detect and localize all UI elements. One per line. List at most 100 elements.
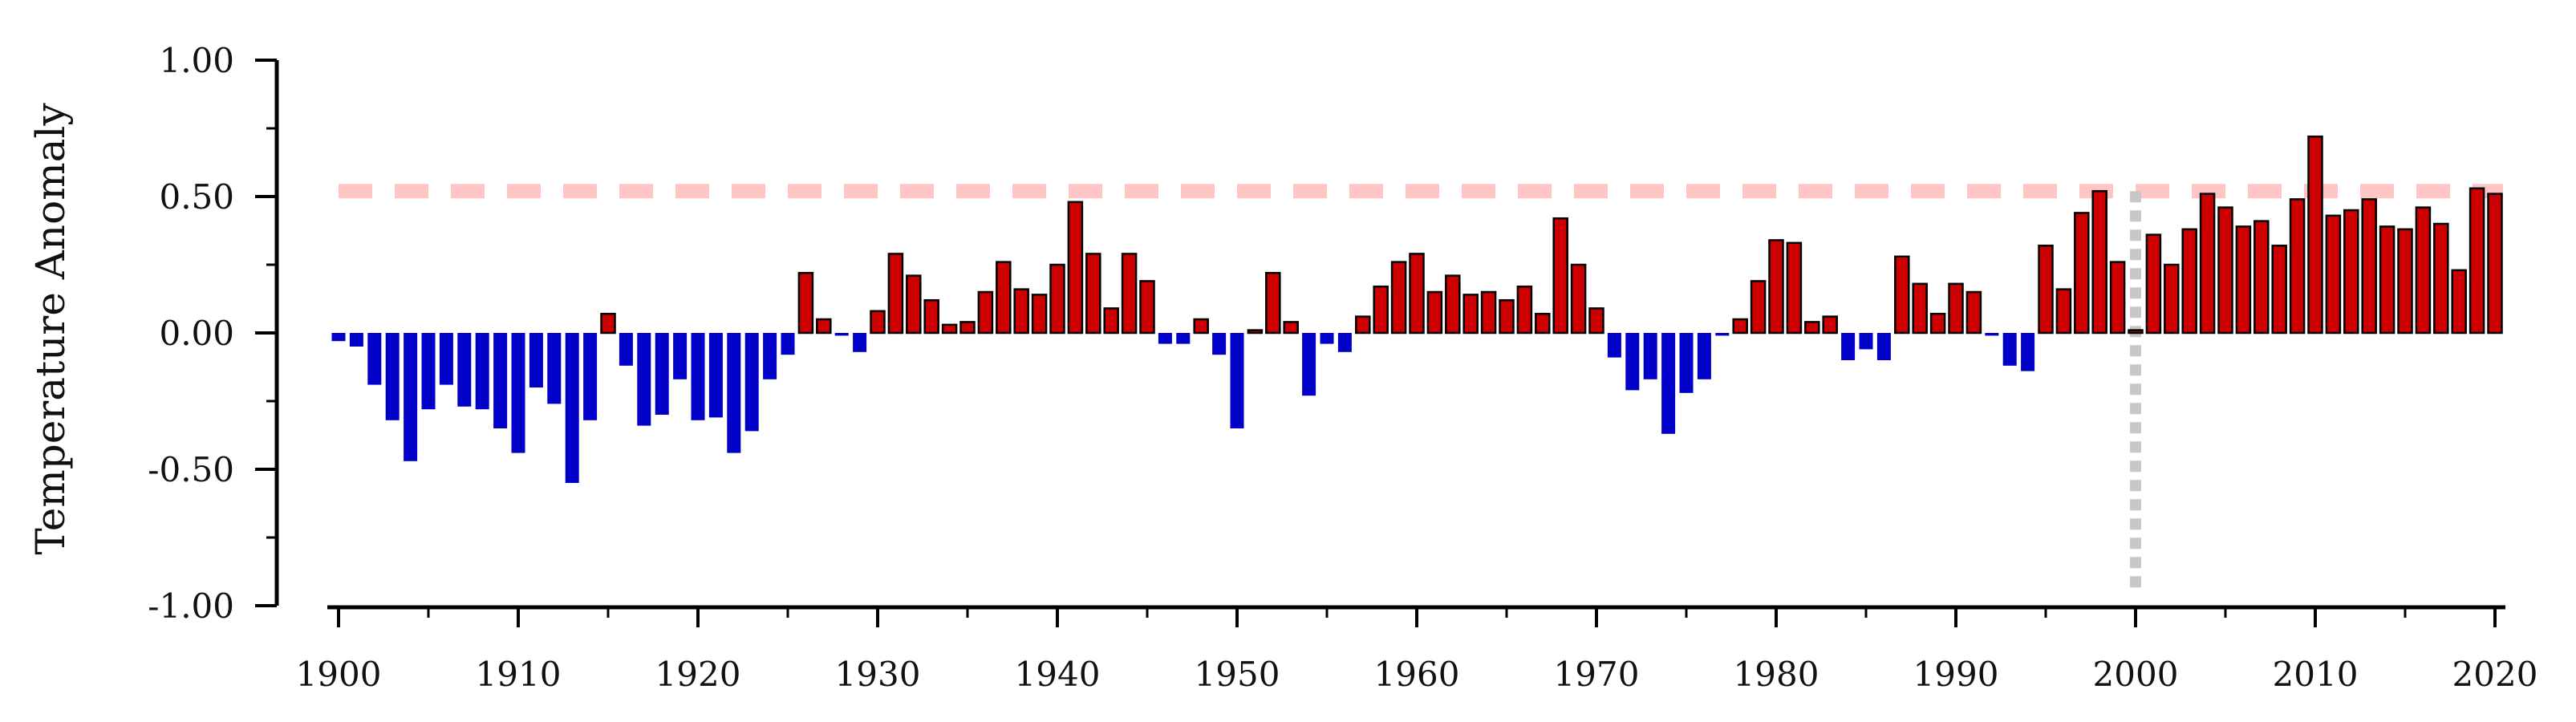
bar-1921 [708, 333, 723, 418]
bar-1981 [1786, 241, 1803, 335]
bar-1918 [655, 333, 669, 415]
bar-1908 [475, 333, 489, 410]
bar-1942 [1085, 253, 1101, 335]
x-tick-label: 1990 [1913, 655, 1999, 694]
bar-1943 [1103, 307, 1119, 335]
bar-1968 [1552, 217, 1568, 335]
bar-1999 [2109, 261, 2126, 335]
bar-1922 [727, 333, 741, 453]
bar-1901 [349, 333, 363, 347]
bar-1952 [1265, 271, 1281, 335]
bar-1912 [547, 333, 562, 404]
bar-1980 [1768, 239, 1784, 335]
bar-1949 [1212, 333, 1227, 355]
x-tick-label: 2000 [2093, 655, 2179, 694]
bar-1955 [1320, 333, 1334, 344]
bar-1916 [619, 333, 633, 366]
bar-1958 [1373, 285, 1389, 335]
bar-1989 [1929, 312, 1946, 335]
bar-1983 [1822, 315, 1838, 335]
bar-1935 [959, 321, 976, 335]
bar-2001 [2145, 233, 2162, 335]
bar-1988 [1912, 282, 1928, 335]
bar-2007 [2253, 220, 2270, 335]
x-tick-label: 1980 [1734, 655, 1819, 694]
bar-2020 [2487, 193, 2503, 335]
bar-1978 [1732, 318, 1748, 335]
bar-1923 [744, 333, 759, 432]
bar-1900 [331, 333, 346, 342]
x-tick-label: 1910 [476, 655, 562, 694]
bar-1903 [385, 333, 400, 420]
bar-1969 [1570, 263, 1587, 335]
bar-1915 [600, 312, 616, 335]
bar-1975 [1679, 333, 1694, 393]
bar-2011 [2325, 214, 2342, 335]
bar-1985 [1859, 333, 1873, 350]
bar-1987 [1894, 255, 1910, 335]
bar-1917 [637, 333, 651, 426]
x-tick-label: 1960 [1374, 655, 1460, 694]
bar-1919 [673, 333, 688, 379]
bar-1929 [853, 333, 867, 352]
bar-1962 [1445, 274, 1461, 335]
bar-1931 [887, 253, 904, 335]
bar-2013 [2361, 198, 2377, 335]
x-tick-label: 1930 [835, 655, 921, 694]
bar-2006 [2235, 225, 2252, 335]
bar-1906 [439, 333, 453, 385]
bar-1945 [1139, 280, 1155, 335]
bar-1990 [1948, 282, 1964, 335]
x-tick-label: 1970 [1554, 655, 1640, 694]
bar-2012 [2343, 209, 2359, 335]
bar-1937 [996, 261, 1012, 335]
bar-1924 [763, 333, 777, 379]
y-tick-label: 0.00 [159, 314, 234, 353]
y-tick-label: 0.50 [159, 177, 234, 217]
bar-1913 [565, 333, 579, 483]
y-tick-label: 1.00 [159, 41, 234, 80]
bar-1932 [906, 274, 922, 335]
bar-1933 [923, 298, 939, 335]
bar-1947 [1176, 333, 1191, 344]
bar-1998 [2091, 189, 2107, 335]
y-tick-label: -0.50 [148, 450, 234, 489]
y-tick-labels: -1.00 -0.50 0.00 0.50 1.00 [148, 41, 234, 626]
bar-1946 [1158, 333, 1172, 344]
x-tick-label: 1940 [1015, 655, 1101, 694]
bar-1996 [2055, 288, 2072, 335]
bar-1902 [367, 333, 382, 385]
x-tick-label: 2010 [2273, 655, 2359, 694]
bar-2005 [2217, 206, 2233, 335]
bar-1982 [1804, 321, 1820, 335]
bar-1950 [1230, 333, 1244, 428]
bar-1966 [1516, 285, 1533, 335]
bar-1920 [691, 333, 705, 420]
bar-1941 [1067, 201, 1084, 335]
bar-2017 [2433, 222, 2449, 335]
bar-1939 [1031, 294, 1048, 335]
bars-layer [331, 135, 2503, 483]
x-tick-labels: 1900 1910 1920 1930 1940 1950 1960 1970 1980 1990… [296, 655, 2538, 694]
bar-1992 [1985, 333, 1999, 336]
bar-1911 [529, 333, 543, 387]
bar-1972 [1625, 333, 1640, 391]
bar-1940 [1049, 263, 1065, 335]
bar-1927 [816, 318, 832, 335]
bar-2003 [2181, 228, 2197, 335]
bar-1953 [1283, 321, 1299, 335]
bar-1934 [941, 323, 958, 335]
bar-1928 [834, 333, 849, 336]
bar-2010 [2307, 135, 2323, 335]
bar-1995 [2038, 244, 2054, 335]
bar-1926 [797, 271, 814, 335]
bar-1936 [977, 290, 994, 335]
bar-1977 [1715, 333, 1730, 336]
axes-layer [255, 59, 2505, 627]
bar-1959 [1390, 261, 1407, 335]
bar-1994 [2021, 333, 2035, 371]
bar-1965 [1499, 298, 1515, 335]
bar-2016 [2415, 206, 2432, 335]
bar-1905 [421, 333, 436, 410]
bar-1970 [1588, 307, 1604, 335]
